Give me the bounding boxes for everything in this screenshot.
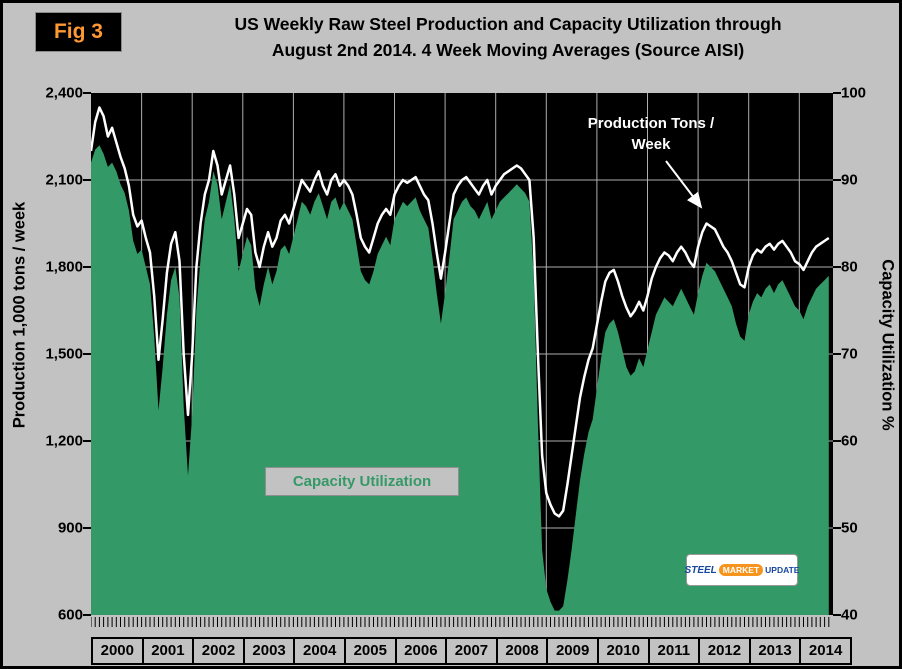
left-axis-tick-label: 1,800 [45,258,83,276]
year-label: 2002 [192,637,245,665]
logo-update-text: UPDATE [765,565,800,575]
steel-market-update-logo: STEEL MARKET UPDATE [684,554,800,586]
year-label: 2007 [445,637,498,665]
right-axis-tick-mark [833,440,841,442]
right-axis-tick-label: 50 [841,519,858,537]
right-axis-tick-label: 70 [841,345,858,363]
x-axis-year-labels: 2000 2001 2002 2003 2004 2005 2006 2007 2008 2009… [91,637,852,665]
left-axis-tick-label: 900 [57,519,83,537]
x-axis-minor-ticks [91,617,830,627]
year-label: 2009 [546,637,599,665]
left-axis-tick-label: 2,100 [45,171,83,189]
right-axis-tick-label: 40 [841,606,858,624]
capacity-utilization-label: Capacity Utilization [265,467,459,496]
right-axis-tick-mark [833,527,841,529]
year-label: 2010 [596,637,650,665]
right-axis-tick-mark [833,353,841,355]
year-label: 2006 [394,637,448,665]
series-chart [91,93,833,615]
logo-steel-text: STEEL [684,564,717,576]
right-axis-tick-label: 80 [841,258,858,276]
chart-title-line1: US Weekly Raw Steel Production and Capac… [234,14,782,34]
left-axis-tick-mark [83,440,91,442]
year-label: 2012 [698,637,751,665]
year-label: 2014 [799,637,852,665]
year-label: 2005 [343,637,397,665]
chart-title: US Weekly Raw Steel Production and Capac… [123,11,893,63]
left-axis-tick-mark [83,92,91,94]
left-axis-tick-label: 600 [57,606,83,624]
right-axis-title: Capacity Utilization % [878,259,897,431]
left-axis-title: Production 1,000 tons / week [10,201,29,429]
right-axis-tick-mark [833,266,841,268]
left-axis-tick-mark [83,614,91,616]
year-label: 2013 [748,637,802,665]
left-axis-tick-mark [83,266,91,268]
left-axis-tick-mark [83,179,91,181]
production-series-label-line1: Production Tons / [587,115,715,132]
right-axis-tick-mark [833,179,841,181]
right-axis-tick-mark [833,614,841,616]
right-axis-tick-mark [833,92,841,94]
production-series-label-line2: Week [631,136,671,153]
left-axis-tick-label: 2,400 [45,84,83,102]
left-axis-tick-mark [83,353,91,355]
year-label: 2011 [647,637,701,665]
right-axis-tick-label: 60 [841,432,858,450]
chart-title-line2: August 2nd 2014. 4 Week Moving Averages … [271,40,745,60]
left-axis-tick-label: 1,500 [45,345,83,363]
right-axis-tick-label: 90 [841,171,858,189]
year-label: 2000 [91,637,144,665]
logo-market-text: MARKET [718,564,764,576]
year-label: 2004 [293,637,346,665]
year-label: 2001 [141,637,195,665]
plot-area: Production Tons / Week Capacity Utilizat… [91,93,833,615]
right-axis-tick-label: 100 [841,84,867,102]
year-label: 2008 [495,637,549,665]
left-axis-tick-label: 1,200 [45,432,83,450]
year-label: 2003 [242,637,296,665]
left-axis-tick-mark [83,527,91,529]
figure-tag: Fig 3 [35,12,122,52]
production-series-label: Production Tons / Week [551,113,751,155]
